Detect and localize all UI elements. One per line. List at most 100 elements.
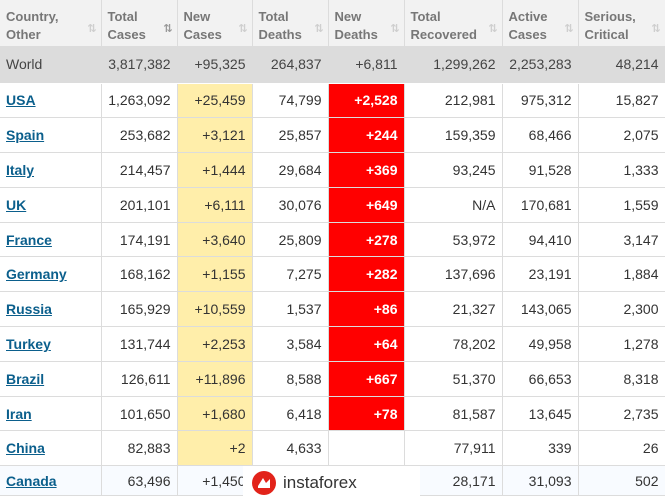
cell-serious-critical: 26 (578, 430, 665, 467)
cell-active-cases: 23,191 (502, 256, 579, 293)
sort-icon[interactable]: ⇅ (564, 23, 573, 35)
country-row: Turkey 131,744 +2,253 3,584 +64 78,202 49,958 1… (0, 326, 665, 362)
cell-serious-critical: 2,075 (578, 117, 665, 154)
cell-total-deaths: 25,857 (252, 117, 329, 154)
sort-desc-icon[interactable]: ⇅ (163, 23, 172, 35)
cell-new-cases: +10,559 (177, 291, 253, 328)
cell-country: Russia (0, 291, 102, 328)
watermark-text: instaforex (283, 472, 357, 492)
country-row: Iran 101,650 +1,680 6,418 +78 81,587 13,645 2,7… (0, 396, 665, 432)
country-row: France 174,191 +3,640 25,809 +278 53,972 94,41… (0, 222, 665, 258)
cell-new-cases: +2,253 (177, 326, 253, 362)
cell-new-cases: +1,444 (177, 152, 253, 188)
country-link[interactable]: Canada (6, 472, 57, 489)
cell-new-deaths: +6,811 (328, 46, 405, 84)
sort-icon[interactable]: ⇅ (238, 23, 247, 35)
cell-active-cases: 66,653 (502, 361, 579, 397)
cell-active-cases: 339 (502, 430, 579, 467)
cell-total-deaths: 264,837 (252, 46, 329, 84)
country-link[interactable]: Russia (6, 301, 52, 318)
cell-serious-critical: 1,559 (578, 187, 665, 223)
country-link[interactable]: Brazil (6, 370, 45, 387)
cell-total-cases: 214,457 (101, 152, 178, 188)
cell-new-cases: +3,640 (177, 222, 253, 258)
cell-country: Turkey (0, 326, 102, 362)
country-row: Germany 168,162 +1,155 7,275 +282 137,696 23,1… (0, 256, 665, 293)
country-row: USA 1,263,092 +25,459 74,799 +2,528 212,981 97… (0, 83, 665, 119)
cell-serious-critical: 8,318 (578, 361, 665, 397)
cell-total-cases: 253,682 (101, 117, 178, 154)
cell-new-deaths: +667 (328, 361, 405, 397)
cell-active-cases: 49,958 (502, 326, 579, 362)
cell-new-cases: +25,459 (177, 83, 253, 119)
country-link[interactable]: China (6, 440, 45, 457)
cell-total-recovered: 77,911 (404, 430, 503, 467)
cell-active-cases: 31,093 (502, 465, 579, 497)
country-link[interactable]: Iran (6, 405, 32, 422)
cell-serious-critical: 2,300 (578, 291, 665, 328)
header-total-deaths[interactable]: Total Deaths ⇅ (252, 0, 329, 46)
sort-icon[interactable]: ⇅ (651, 23, 660, 35)
country-link[interactable]: USA (6, 92, 36, 109)
cell-total-cases: 63,496 (101, 465, 178, 497)
country-link[interactable]: UK (6, 196, 27, 213)
country-row: Italy 214,457 +1,444 29,684 +369 93,245 91,528… (0, 152, 665, 188)
cell-new-cases: +6,111 (177, 187, 253, 223)
cell-new-deaths: +2,528 (328, 83, 405, 119)
cell-active-cases: 68,466 (502, 117, 579, 154)
cell-total-recovered: 21,327 (404, 291, 503, 328)
cell-new-deaths: +649 (328, 187, 405, 223)
cell-new-deaths: +244 (328, 117, 405, 154)
cell-active-cases: 143,065 (502, 291, 579, 328)
cell-total-deaths: 7,275 (252, 256, 329, 293)
header-total-cases[interactable]: Total Cases ⇅ (101, 0, 178, 46)
cell-active-cases: 94,410 (502, 222, 579, 258)
cell-country: China (0, 430, 102, 467)
sort-icon[interactable]: ⇅ (488, 23, 497, 35)
cell-total-cases: 131,744 (101, 326, 178, 362)
cell-total-cases: 1,263,092 (101, 83, 178, 119)
sort-icon[interactable]: ⇅ (390, 23, 399, 35)
cell-total-deaths: 8,588 (252, 361, 329, 397)
sort-icon[interactable]: ⇅ (314, 23, 323, 35)
cell-total-recovered: 51,370 (404, 361, 503, 397)
cell-active-cases: 170,681 (502, 187, 579, 223)
cell-total-recovered: N/A (404, 187, 503, 223)
country-link[interactable]: Italy (6, 161, 35, 178)
cell-country: USA (0, 83, 102, 119)
cell-total-deaths: 30,076 (252, 187, 329, 223)
cell-total-cases: 168,162 (101, 256, 178, 293)
cell-new-cases: +1,680 (177, 396, 253, 432)
header-new-cases[interactable]: New Cases ⇅ (177, 0, 253, 46)
cell-active-cases: 975,312 (502, 83, 579, 119)
cell-country: UK (0, 187, 102, 223)
header-new-deaths[interactable]: New Deaths ⇅ (328, 0, 405, 46)
cell-serious-critical: 1,333 (578, 152, 665, 188)
header-country[interactable]: Country, Other ⇅ (0, 0, 102, 46)
header-total-recovered[interactable]: Total Recovered ⇅ (404, 0, 503, 46)
country-link[interactable]: Germany (6, 266, 67, 283)
cell-new-deaths: +282 (328, 256, 405, 293)
country-link[interactable]: Turkey (6, 335, 51, 352)
cell-serious-critical: 2,735 (578, 396, 665, 432)
cell-total-deaths: 4,633 (252, 430, 329, 467)
cell-total-deaths: 25,809 (252, 222, 329, 258)
header-active-cases[interactable]: Active Cases ⇅ (502, 0, 579, 46)
cell-serious-critical: 48,214 (578, 46, 665, 84)
header-serious-critical[interactable]: Serious, Critical ⇅ (578, 0, 665, 46)
cell-country: World (0, 46, 102, 84)
cell-total-deaths: 3,584 (252, 326, 329, 362)
cell-total-cases: 101,650 (101, 396, 178, 432)
sort-icon[interactable]: ⇅ (87, 23, 96, 35)
cell-serious-critical: 1,278 (578, 326, 665, 362)
country-link[interactable]: Spain (6, 127, 45, 144)
cell-total-recovered: 28,171 (404, 465, 503, 497)
cell-total-cases: 82,883 (101, 430, 178, 467)
country-link[interactable]: France (6, 231, 52, 248)
cell-new-cases: +3,121 (177, 117, 253, 154)
cell-total-deaths: 29,684 (252, 152, 329, 188)
cell-new-deaths: +78 (328, 396, 405, 432)
cell-new-cases: +1,450 (177, 465, 253, 497)
country-row: China 82,883 +2 4,633 77,911 339 26 (0, 430, 665, 467)
